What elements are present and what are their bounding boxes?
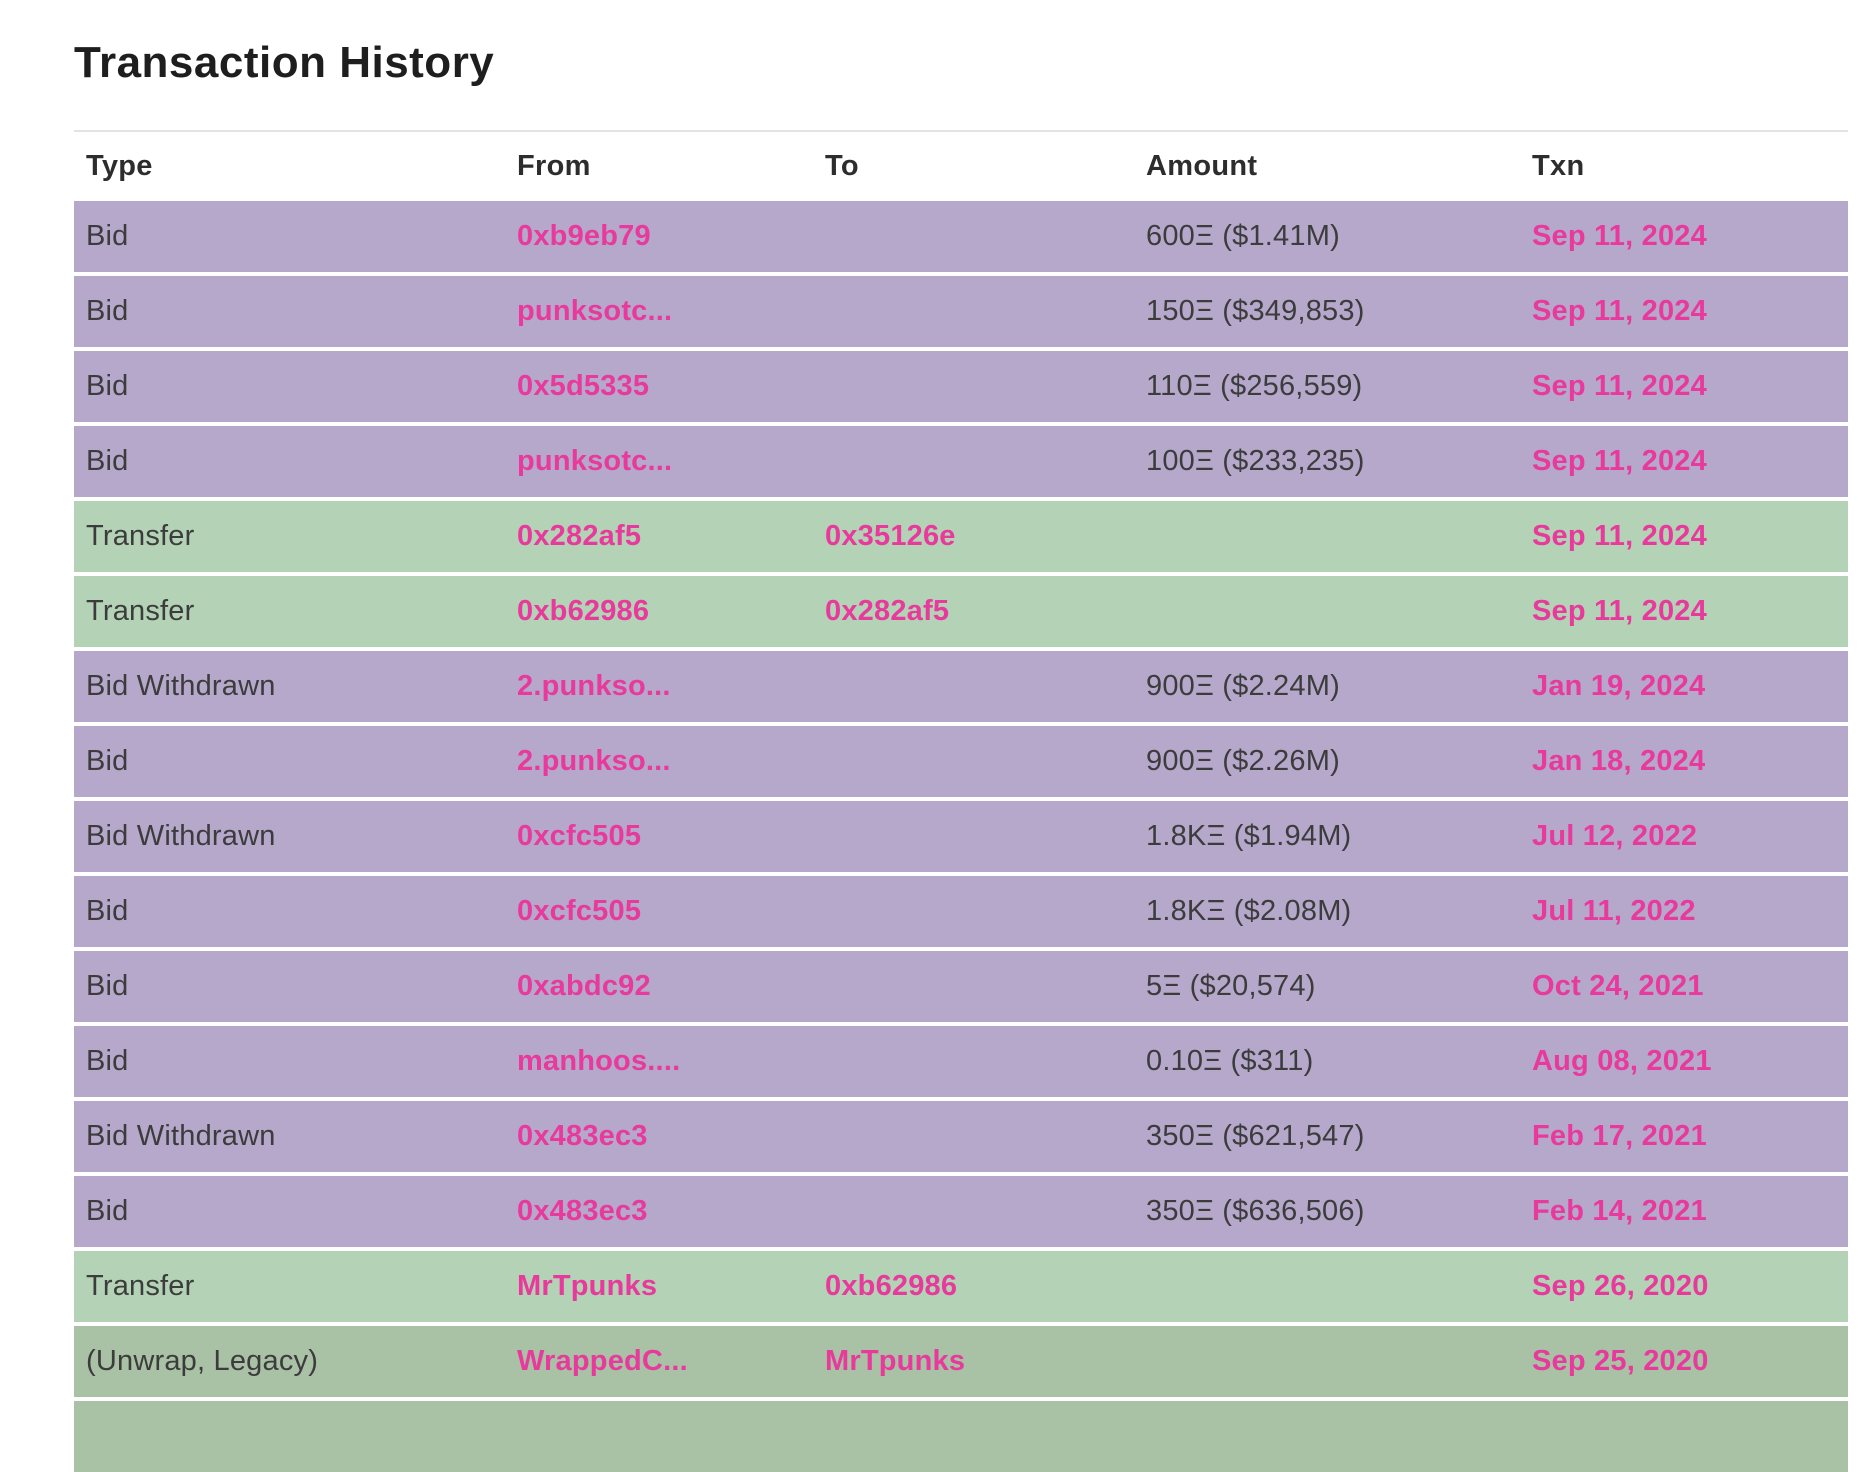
txn-link[interactable]: Jan 18, 2024 [1532,745,1706,777]
page-title: Transaction History [74,38,495,87]
transaction-row: Transfer 0xb62986 0x282af5 Sep 11, 2024 [74,576,1848,647]
type-cell: Transfer [86,1270,195,1302]
to-link[interactable]: MrTpunks [825,1345,966,1377]
from-link[interactable]: 0x5d5335 [517,370,650,402]
transaction-row: Bid 2.punkso... 900Ξ ($2.26M) Jan 18, 2024 [74,726,1848,797]
amount-cell: 900Ξ ($2.24M) [1146,670,1340,702]
amount-cell: 350Ξ ($636,506) [1146,1195,1365,1227]
type-cell: Transfer [86,520,195,552]
from-link[interactable]: 0xabdc92 [517,970,651,1002]
transaction-row: Bid 0xabdc92 5Ξ ($20,574) Oct 24, 2021 [74,951,1848,1022]
amount-cell: 5Ξ ($20,574) [1146,970,1316,1002]
txn-link[interactable]: Sep 11, 2024 [1532,220,1707,252]
from-link[interactable]: 2.punkso... [517,745,671,777]
from-link[interactable]: MrTpunks [517,1270,658,1302]
amount-cell: 100Ξ ($233,235) [1146,445,1365,477]
transaction-row: Bid 0xcfc505 1.8KΞ ($2.08M) Jul 11, 2022 [74,876,1848,947]
column-header-txn: Txn [1532,150,1585,182]
txn-link[interactable]: Oct 24, 2021 [1532,970,1704,1002]
amount-cell: 150Ξ ($349,853) [1146,295,1365,327]
transaction-row: Bid Withdrawn 0x483ec3 350Ξ ($621,547) Feb … [74,1101,1848,1172]
txn-link[interactable]: Jan 19, 2024 [1532,670,1706,702]
transaction-row: Transfer MrTpunks 0xb62986 Sep 26, 2020 [74,1251,1848,1322]
to-link[interactable]: 0x35126e [825,520,956,552]
type-cell: Bid [86,745,129,777]
txn-link[interactable]: Jul 12, 2022 [1532,820,1698,852]
amount-cell: 600Ξ ($1.41M) [1146,220,1340,252]
column-header-from: From [517,150,591,182]
transaction-row: Transfer 0x282af5 0x35126e Sep 11, 2024 [74,501,1848,572]
type-cell: Bid [86,1045,129,1077]
type-cell: Bid Withdrawn [86,1120,276,1152]
transaction-row: Bid 0x483ec3 350Ξ ($636,506) Feb 14, 2021 [74,1176,1848,1247]
transaction-row: Bid 0xb9eb79 600Ξ ($1.41M) Sep 11, 2024 [74,201,1848,272]
type-cell: Bid [86,445,129,477]
txn-link[interactable]: Feb 14, 2021 [1532,1195,1707,1227]
from-link[interactable]: 0xcfc505 [517,895,642,927]
type-cell: Bid [86,220,129,252]
type-cell: Transfer [86,595,195,627]
amount-cell: 350Ξ ($621,547) [1146,1120,1365,1152]
txn-link[interactable]: Sep 11, 2024 [1532,445,1707,477]
txn-link[interactable]: Sep 11, 2024 [1532,595,1707,627]
amount-cell: 0.10Ξ ($311) [1146,1045,1314,1077]
txn-link[interactable]: Aug 08, 2021 [1532,1045,1712,1077]
txn-link[interactable]: Sep 11, 2024 [1532,520,1707,552]
from-link[interactable]: punksotc... [517,295,673,327]
transaction-row: Bid punksotc... 100Ξ ($233,235) Sep 11, 202… [74,426,1848,497]
type-cell: Bid [86,970,129,1002]
from-link[interactable]: 0xb9eb79 [517,220,651,252]
type-cell: Bid Withdrawn [86,820,276,852]
amount-cell: 110Ξ ($256,559) [1146,370,1363,402]
table-header-row: Type From To Amount Txn [74,130,1848,201]
type-cell: Bid [86,895,129,927]
amount-cell: 1.8KΞ ($1.94M) [1146,820,1352,852]
from-link[interactable]: 0xb62986 [517,595,650,627]
transaction-row: (Unwrap, Legacy) WrappedC... MrTpunks Sep 2… [74,1326,1848,1397]
from-link[interactable]: manhoos.... [517,1045,681,1077]
amount-cell: 1.8KΞ ($2.08M) [1146,895,1352,927]
type-cell: Bid [86,370,129,402]
txn-link[interactable]: Jul 11, 2022 [1532,895,1696,927]
from-link[interactable]: WrappedC... [517,1345,688,1377]
transaction-row: Bid Withdrawn 0xcfc505 1.8KΞ ($1.94M) Jul 1… [74,801,1848,872]
to-link[interactable]: 0x282af5 [825,595,950,627]
type-cell: Bid [86,295,129,327]
column-header-type: Type [86,150,153,182]
type-cell: Bid Withdrawn [86,670,276,702]
transaction-row: Bid 0x5d5335 110Ξ ($256,559) Sep 11, 2024 [74,351,1848,422]
transaction-table-body: Bid 0xb9eb79 600Ξ ($1.41M) Sep 11, 2024 Bid p… [74,201,1848,1472]
from-link[interactable]: 0x483ec3 [517,1195,648,1227]
txn-link[interactable]: Feb 17, 2021 [1532,1120,1707,1152]
txn-link[interactable]: Sep 11, 2024 [1532,295,1707,327]
column-header-to: To [825,150,859,182]
txn-link[interactable]: Sep 25, 2020 [1532,1345,1709,1377]
transaction-history-section: Transaction History Type From To Amount … [74,38,1848,1472]
transaction-row: Bid punksotc... 150Ξ ($349,853) Sep 11, 202… [74,276,1848,347]
transaction-row: Bid manhoos.... 0.10Ξ ($311) Aug 08, 2021 [74,1026,1848,1097]
from-link[interactable]: 0xcfc505 [517,820,642,852]
txn-link[interactable]: Sep 11, 2024 [1532,370,1707,402]
txn-link[interactable]: Sep 26, 2020 [1532,1270,1709,1302]
from-link[interactable]: 0x282af5 [517,520,642,552]
transaction-row: Bid Withdrawn 2.punkso... 900Ξ ($2.24M) Jan… [74,651,1848,722]
type-cell: Bid [86,1195,129,1227]
type-cell: (Unwrap, Legacy) [86,1345,319,1377]
to-link[interactable]: 0xb62986 [825,1270,958,1302]
from-link[interactable]: 0x483ec3 [517,1120,648,1152]
from-link[interactable]: punksotc... [517,445,673,477]
column-header-amount: Amount [1146,150,1258,182]
from-link[interactable]: 2.punkso... [517,670,671,702]
amount-cell: 900Ξ ($2.26M) [1146,745,1340,777]
